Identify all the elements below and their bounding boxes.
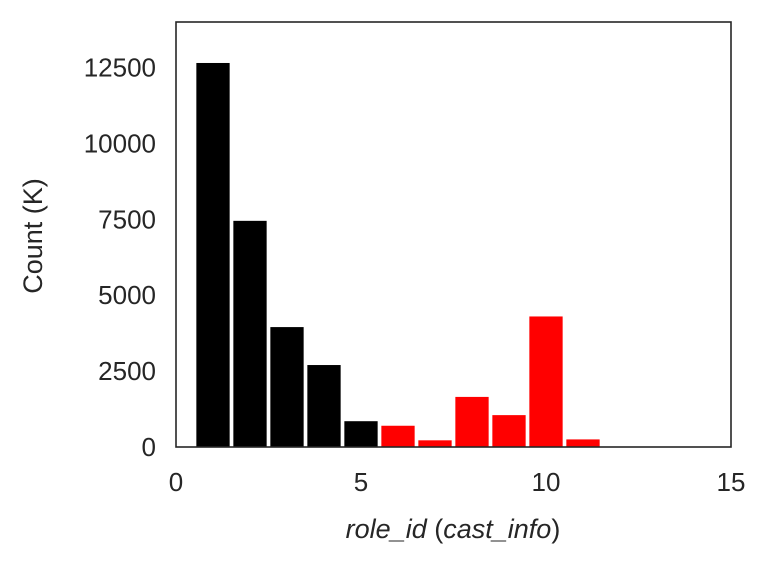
x-tick-label: 0 [169,467,183,497]
bars-group [196,62,600,447]
y-tick-labels: 0 2500 5000 7500 10000 12500 [84,53,156,462]
y-tick-label: 12500 [84,53,156,83]
bar-11 [566,439,600,447]
y-axis-label: Count (K) [18,178,48,294]
bar-8 [455,396,489,447]
x-axis-label-part-2: ( [427,514,444,544]
bar-5 [344,421,378,447]
x-tick-labels: 0 5 10 15 [169,467,746,497]
bar-4 [307,365,341,447]
x-axis-label-part-1: role_id [346,514,428,544]
bar-2 [233,220,267,447]
y-tick-label: 7500 [98,204,156,234]
y-tick-label: 10000 [84,128,156,158]
plot-frame [175,21,732,448]
bar-7 [418,440,452,447]
x-axis-label: role_id (cast_info) [346,514,561,544]
x-tick-label: 5 [354,467,368,497]
y-tick-label: 0 [142,432,156,462]
bar-10 [529,316,563,447]
y-tick-label: 2500 [98,356,156,386]
x-axis-label-part-4: ) [551,514,560,544]
x-axis-label-part-3: cast_info [443,514,551,544]
y-tick-label: 5000 [98,280,156,310]
x-tick-label: 10 [532,467,561,497]
bar-9 [492,415,526,447]
bar-6 [381,425,415,447]
x-tick-label: 15 [717,467,746,497]
bar-3 [270,327,304,447]
bar-1 [196,62,230,447]
